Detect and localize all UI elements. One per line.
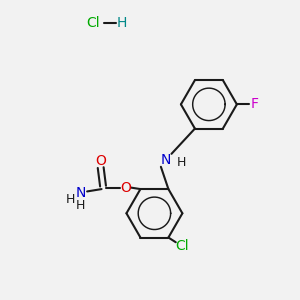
Text: O: O xyxy=(95,154,106,168)
Text: N: N xyxy=(75,186,85,200)
Text: O: O xyxy=(120,181,131,195)
Text: H: H xyxy=(117,16,127,30)
Text: H: H xyxy=(76,199,85,212)
Text: H: H xyxy=(177,156,186,169)
Text: F: F xyxy=(251,98,259,111)
Text: Cl: Cl xyxy=(86,16,99,30)
Text: Cl: Cl xyxy=(175,239,188,253)
Text: N: N xyxy=(161,153,171,167)
Text: H: H xyxy=(66,193,75,206)
